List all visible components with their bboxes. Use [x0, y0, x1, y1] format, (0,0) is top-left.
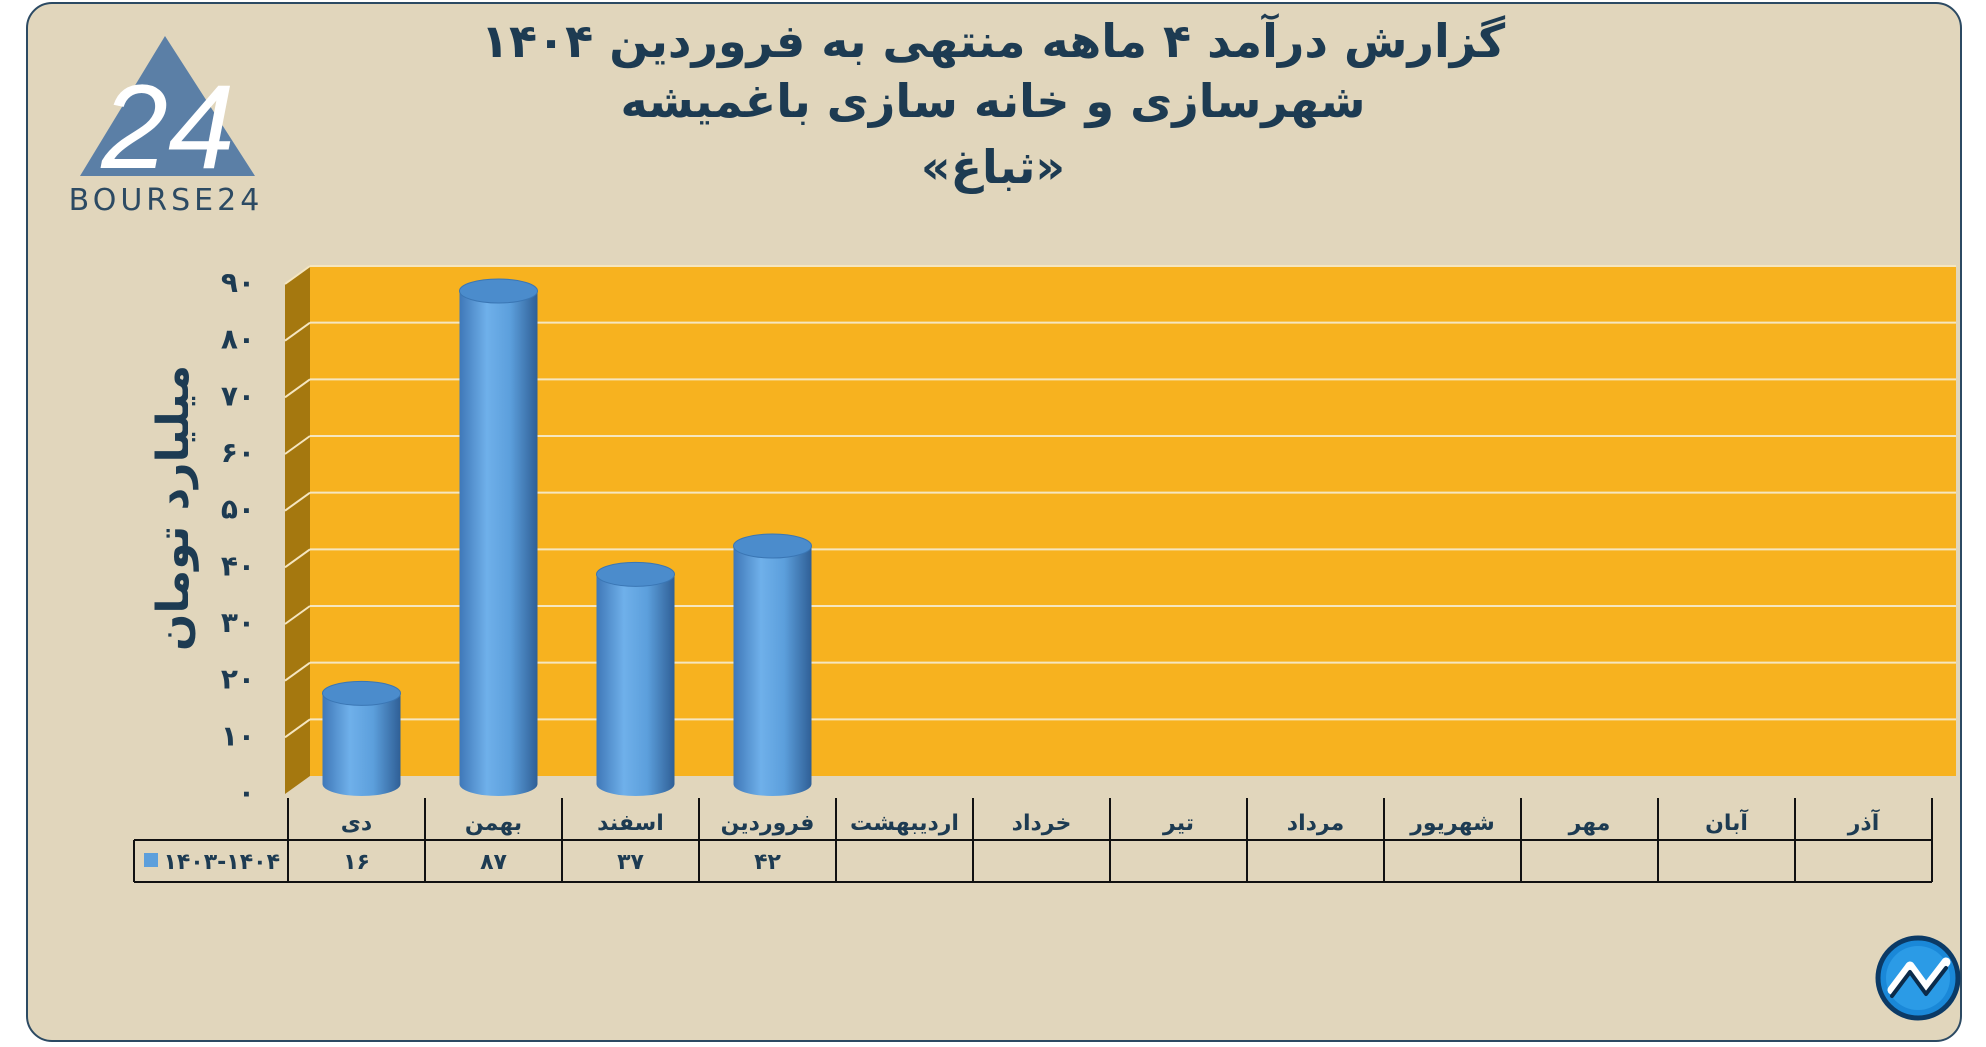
data-label: ۴۲	[754, 850, 781, 875]
grid-line-wall	[284, 321, 311, 342]
x-tick-label: خرداد	[1012, 811, 1072, 836]
grid-line-wall	[284, 491, 311, 512]
grid-line-wall	[284, 605, 311, 625]
bourse24-triangle-logo	[80, 36, 255, 176]
bar-top	[459, 278, 538, 304]
bar-top	[322, 680, 401, 706]
bar	[733, 533, 812, 796]
bar-body	[322, 693, 401, 796]
grid-line-wall	[284, 548, 311, 569]
bourse24-logo: 24 BOURSE24	[69, 36, 264, 218]
logo-mark: 24	[100, 60, 234, 194]
y-axis-ticks: ۰ ۱۰ ۲۰ ۳۰ ۴۰ ۵۰ ۶۰ ۷۰ ۸۰ ۹۰	[221, 266, 255, 809]
logo-text: BOURSE24	[69, 183, 264, 218]
chart-title-line-1: گزارش درآمد ۴ ماهه منتهی به فروردین ۱۴۰۴	[480, 14, 1506, 68]
grid-line-wall	[284, 378, 311, 399]
data-table: دی بهمن اسفند فروردین اردیبهشت خرداد تیر مرداد ش…	[133, 798, 1933, 883]
plot-side-wall	[285, 266, 310, 794]
y-tick-label: ۸۰	[221, 323, 255, 356]
y-tick-label: ۱۰	[221, 719, 255, 752]
legend-series-name: ۱۴۰۳-۱۴۰۴	[163, 850, 280, 875]
x-tick-label: مرداد	[1287, 811, 1344, 836]
trend-circle-icon	[1875, 935, 1961, 1021]
chart-title-line-3: «ثباغ»	[920, 140, 1066, 194]
bar-top	[733, 533, 812, 559]
data-label: ۳۷	[617, 850, 644, 875]
bar	[596, 561, 675, 796]
grid-line-wall	[284, 718, 311, 739]
x-tick-label: آذر	[1847, 808, 1880, 836]
bar-body	[459, 291, 538, 796]
y-tick-label: ۹۰	[221, 266, 255, 299]
x-tick-label: فروردین	[721, 811, 815, 836]
grid-line-wall	[284, 435, 311, 455]
chart-title-line-2: شهرسازی و خانه سازی باغمیشه	[620, 74, 1366, 128]
y-tick-label: ۴۰	[221, 549, 255, 582]
x-tick-label: اسفند	[597, 811, 664, 836]
data-label: ۸۷	[480, 850, 507, 875]
grid-line-wall	[284, 661, 311, 682]
y-axis-label: میلیارد تومان	[148, 365, 199, 651]
y-tick-label: ۲۰	[221, 663, 255, 696]
data-label: ۱۶	[343, 850, 370, 875]
legend-swatch	[144, 853, 158, 867]
y-tick-label: ۵۰	[221, 493, 255, 526]
grid-lines	[284, 265, 1956, 739]
bar-body	[733, 546, 812, 796]
x-tick-label: مهر	[1568, 811, 1611, 836]
y-tick-label: ۳۰	[221, 606, 255, 639]
x-tick-label: تیر	[1162, 811, 1194, 836]
x-tick-label: دی	[341, 811, 372, 836]
bar-body	[596, 574, 675, 796]
bar	[322, 680, 401, 796]
y-tick-label: ۶۰	[221, 436, 255, 469]
x-tick-label: شهریور	[1409, 811, 1495, 836]
grid-line-wall	[284, 265, 311, 285]
bar-series	[322, 278, 812, 796]
bar	[459, 278, 538, 796]
x-tick-label: بهمن	[465, 811, 522, 836]
x-tick-label: آبان	[1705, 808, 1748, 836]
y-tick-label: ۷۰	[221, 379, 255, 412]
x-tick-label: اردیبهشت	[850, 811, 959, 836]
y-tick-label: ۰	[238, 776, 255, 809]
plot-area	[310, 266, 1956, 776]
bar-top	[596, 561, 675, 587]
